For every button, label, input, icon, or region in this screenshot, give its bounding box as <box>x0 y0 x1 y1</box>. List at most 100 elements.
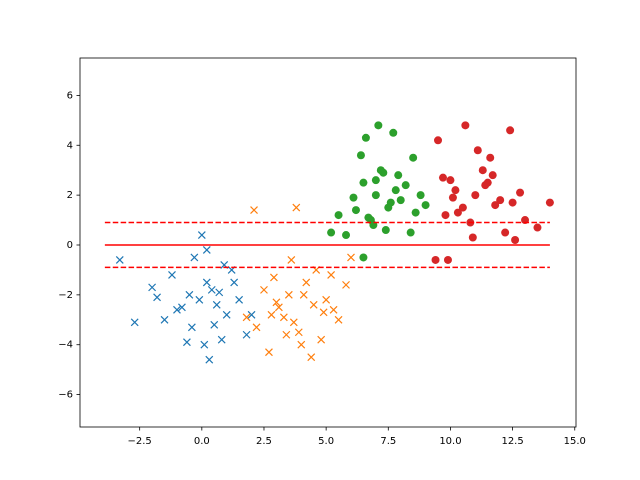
point <box>250 206 258 215</box>
point <box>217 335 226 344</box>
point <box>197 231 206 239</box>
point <box>421 201 430 210</box>
point <box>488 171 497 180</box>
point <box>200 340 209 349</box>
point <box>279 313 288 322</box>
point <box>443 255 452 264</box>
x-tick-label: 15.0 <box>564 436 586 447</box>
point <box>451 186 460 195</box>
x-tick-label: 12.5 <box>501 436 523 447</box>
point <box>458 203 467 212</box>
point <box>391 186 400 195</box>
point <box>210 320 219 329</box>
point <box>381 226 390 235</box>
point <box>222 310 231 319</box>
point <box>173 305 181 314</box>
point <box>195 295 204 304</box>
point <box>185 290 194 299</box>
point <box>153 293 161 302</box>
y-tick-label: 4 <box>67 140 73 151</box>
point <box>342 231 351 240</box>
point <box>287 256 296 264</box>
point <box>309 300 318 309</box>
x-tick-label: 2.5 <box>256 436 272 447</box>
x-tick-label: 5.0 <box>318 436 334 447</box>
point <box>260 285 268 294</box>
point <box>182 338 191 347</box>
point <box>434 136 443 145</box>
point <box>386 198 395 207</box>
point <box>292 203 301 212</box>
point <box>533 223 542 232</box>
point <box>334 315 343 324</box>
point <box>230 278 239 287</box>
y-tick-label: −2 <box>58 290 73 301</box>
point <box>508 198 517 207</box>
point <box>247 310 256 319</box>
point <box>178 303 186 312</box>
point <box>478 166 487 175</box>
x-tick-label: 0.0 <box>194 436 210 447</box>
y-tick-label: −4 <box>58 340 73 351</box>
point <box>511 236 520 245</box>
point <box>202 246 211 254</box>
point <box>446 176 455 185</box>
x-tick-label: 7.5 <box>380 436 396 447</box>
point <box>272 298 281 307</box>
point <box>379 168 388 177</box>
point <box>187 323 196 332</box>
point <box>294 328 303 337</box>
y-tick-label: 6 <box>67 90 73 101</box>
x-tick-label: −2.5 <box>128 436 152 447</box>
point <box>351 206 360 215</box>
point <box>364 213 373 222</box>
point <box>438 173 447 182</box>
point <box>307 353 316 362</box>
point <box>453 208 462 217</box>
x-tick-label: 10.0 <box>439 436 461 447</box>
point <box>496 196 505 205</box>
point <box>401 181 410 190</box>
point <box>359 178 368 187</box>
point <box>409 153 418 162</box>
point <box>481 181 490 190</box>
point <box>242 313 251 322</box>
point <box>274 303 283 312</box>
plot-area <box>104 121 554 364</box>
point <box>349 193 358 202</box>
point <box>299 290 308 299</box>
point <box>371 191 380 200</box>
point <box>545 198 554 207</box>
point <box>491 201 500 210</box>
point <box>319 308 328 317</box>
point <box>317 335 326 344</box>
point <box>267 310 276 319</box>
point <box>441 211 450 220</box>
point <box>431 255 440 264</box>
axes-frame <box>79 57 577 428</box>
point <box>327 228 336 237</box>
y-tick-label: −6 <box>58 390 73 401</box>
point <box>394 171 403 180</box>
point <box>322 295 331 304</box>
point <box>342 280 350 289</box>
y-tick-label: 0 <box>67 240 73 251</box>
point <box>207 285 216 294</box>
point <box>289 318 298 327</box>
point <box>506 126 515 135</box>
point <box>205 355 214 364</box>
point <box>371 176 380 185</box>
point <box>396 196 405 205</box>
point <box>148 283 157 292</box>
point <box>359 253 368 262</box>
point <box>516 188 525 197</box>
point <box>471 191 480 200</box>
point <box>448 193 457 202</box>
point <box>284 290 293 299</box>
point <box>327 270 336 279</box>
point <box>302 278 311 287</box>
point <box>329 305 338 314</box>
point <box>160 315 169 324</box>
